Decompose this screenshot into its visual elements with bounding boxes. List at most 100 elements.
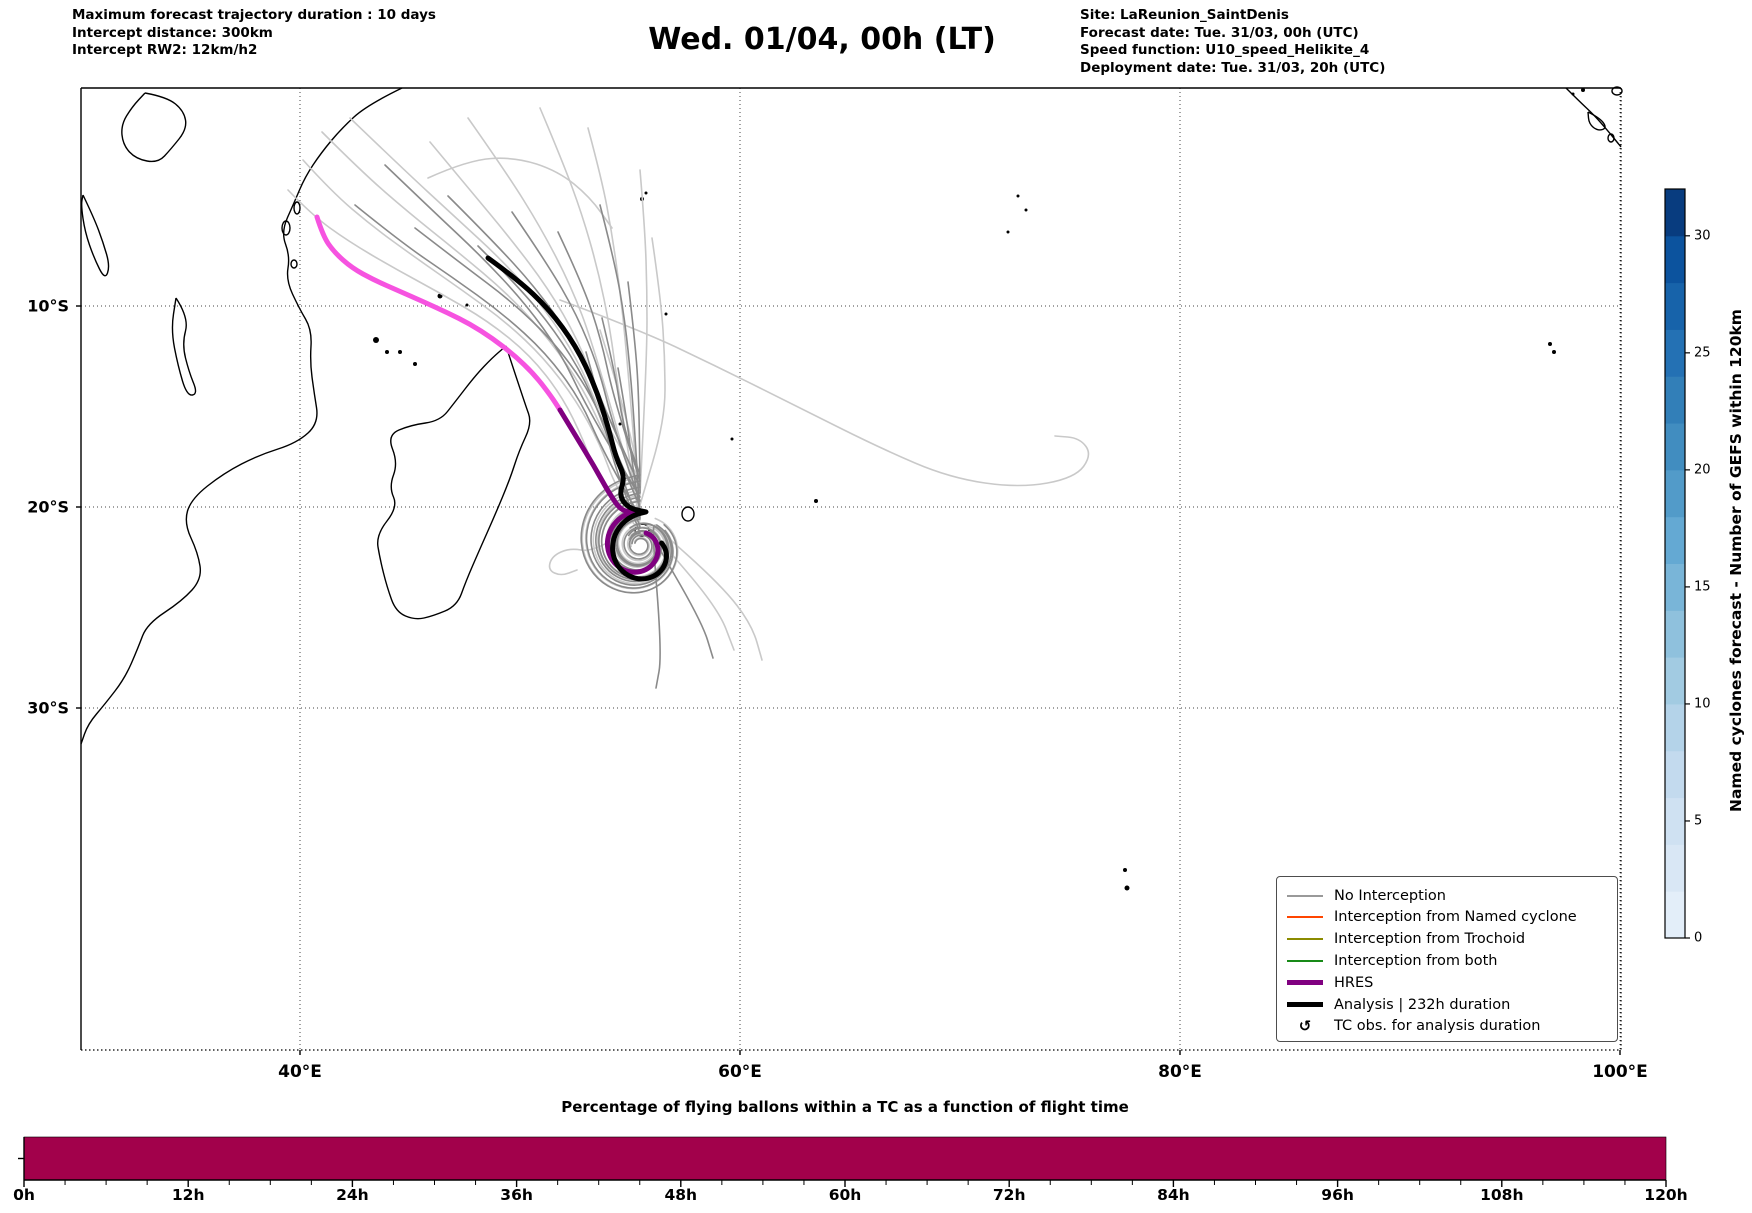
colorbar-tick-label: 10	[1694, 696, 1711, 712]
islet-dot	[413, 362, 417, 366]
bottom-chart-x-tick-label: 48h	[664, 1186, 698, 1204]
hres-track-early	[314, 214, 563, 413]
analysis-track	[485, 255, 669, 582]
colorbar-tick-label: 25	[1694, 345, 1711, 361]
islet-dot	[1571, 92, 1575, 96]
legend-item-label: Interception from Trochoid	[1334, 931, 1526, 948]
coastline-island	[377, 345, 531, 620]
coastline-island	[80, 194, 110, 277]
header-right-block: Site: LaReunion_SaintDenis Forecast date…	[1080, 7, 1385, 77]
legend-item-label: HRES	[1334, 974, 1374, 991]
trajectory-no-interception	[447, 195, 673, 586]
colorbar-block	[1665, 657, 1685, 705]
trajectory-no-interception	[287, 189, 650, 557]
bottom-chart-x-tick-label: 108h	[1480, 1186, 1524, 1204]
legend-row: HRES	[1287, 971, 1373, 994]
header-speed-function: Speed function: U10_speed_Helikite_4	[1080, 42, 1370, 58]
colorbar-block	[1665, 329, 1685, 377]
islet-dot	[1548, 342, 1552, 346]
coastline	[80, 87, 403, 745]
colorbar-block	[1665, 844, 1685, 892]
coastline-island	[1587, 111, 1606, 131]
lon-tick-label: 40°E	[278, 1062, 322, 1082]
colorbar-tick-label: 0	[1694, 930, 1703, 946]
legend-row: ↺ TC obs. for analysis duration	[1287, 1015, 1541, 1038]
trajectory-no-interception	[559, 299, 1090, 487]
header-intercept-distance: Intercept distance: 300km	[72, 24, 273, 41]
legend-item-label: No Interception	[1334, 887, 1446, 904]
map-gridlines	[81, 88, 1621, 1050]
colorbar-block	[1665, 563, 1685, 611]
legend-line-swatch	[1287, 938, 1323, 941]
lat-tick-label: 30°S	[27, 698, 69, 718]
islet-dot	[730, 437, 734, 441]
islet-dot	[385, 350, 389, 354]
islet-dot	[1006, 230, 1010, 234]
colorbar-tick-label: 30	[1694, 228, 1711, 244]
bottom-chart-x-tick-label: 24h	[336, 1186, 369, 1204]
islet-dot	[664, 312, 668, 316]
trajectory-no-interception	[427, 157, 613, 229]
ensemble-trajectories	[287, 107, 1090, 689]
lon-tick-label: 100°E	[1592, 1062, 1648, 1082]
islet-dot	[1123, 868, 1127, 872]
figure-title: Wed. 01/04, 00h (LT)	[648, 22, 996, 57]
islet-dot	[398, 350, 402, 354]
legend-line-swatch	[1287, 894, 1323, 897]
legend-row: Interception from Named cyclone	[1287, 906, 1577, 929]
colorbar-tick-label: 20	[1694, 462, 1711, 478]
island-outline	[293, 201, 301, 215]
islet-dot	[373, 337, 379, 343]
bottom-chart-x-tick-label: 12h	[171, 1186, 205, 1204]
colorbar-block	[1665, 750, 1685, 799]
island-outline	[281, 220, 291, 236]
header-site: Site: LaReunion_SaintDenis	[1080, 7, 1289, 23]
legend-line-swatch	[1287, 916, 1323, 919]
bottom-chart-x-tick-label: 120h	[1644, 1186, 1688, 1204]
islet-dot	[644, 191, 648, 195]
colorbar-outline	[1664, 188, 1686, 939]
legend-row: Analysis | 232h duration	[1287, 993, 1510, 1016]
colorbar-block	[1665, 282, 1685, 330]
islet-dot	[1016, 194, 1020, 198]
header-deployment-date: Deployment date: Tue. 31/03, 20h (UTC)	[1080, 59, 1386, 76]
islet-dot	[814, 499, 818, 503]
lon-tick-label: 60°E	[718, 1062, 762, 1082]
colorbar-block	[1665, 516, 1685, 564]
trajectory-no-interception	[302, 159, 657, 565]
tc-obs-rotation-icon: ↺	[1298, 1017, 1312, 1036]
header-max-duration: Maximum forecast trajectory duration : 1…	[72, 7, 436, 23]
trajectory-no-interception	[354, 204, 659, 567]
hres-and-analysis-tracks	[314, 214, 669, 582]
coastline-island	[171, 297, 197, 396]
coastlines	[80, 86, 1623, 891]
colorbar-block	[1665, 797, 1685, 845]
colorbar-block	[1665, 423, 1685, 471]
bottom-chart-title: Percentage of flying ballons within a TC…	[561, 1098, 1129, 1116]
colorbar-block	[1665, 376, 1685, 424]
legend-row: Interception from Trochoid	[1287, 928, 1525, 951]
lon-tick-label: 80°E	[1158, 1062, 1202, 1082]
trajectory-no-interception	[580, 317, 678, 594]
legend-row: No Interception	[1287, 884, 1446, 907]
legend-line-swatch	[1287, 980, 1323, 986]
flight-time-percentage-bar	[23, 1136, 1667, 1181]
lat-tick-label: 20°S	[27, 497, 69, 517]
header-left-block: Maximum forecast trajectory duration : 1…	[72, 7, 436, 60]
colorbar-block	[1665, 610, 1685, 658]
legend-line-swatch	[1287, 959, 1323, 962]
islet-dot	[1124, 885, 1130, 891]
island-outline	[290, 259, 298, 269]
islet-dot	[1581, 88, 1585, 92]
trajectory-no-interception	[585, 351, 649, 556]
colorbar-block	[1665, 703, 1685, 752]
legend-item-label: Interception from both	[1334, 952, 1498, 969]
map-frame	[76, 87, 1622, 1055]
bottom-chart-x-tick-label: 36h	[500, 1186, 533, 1204]
legend-item-label: Analysis | 232h duration	[1334, 996, 1511, 1013]
island-outline	[1607, 133, 1615, 143]
colorbar-block	[1665, 891, 1685, 939]
colorbar-axis-label: Named cyclones forecast - Number of GEFS…	[1727, 308, 1745, 812]
